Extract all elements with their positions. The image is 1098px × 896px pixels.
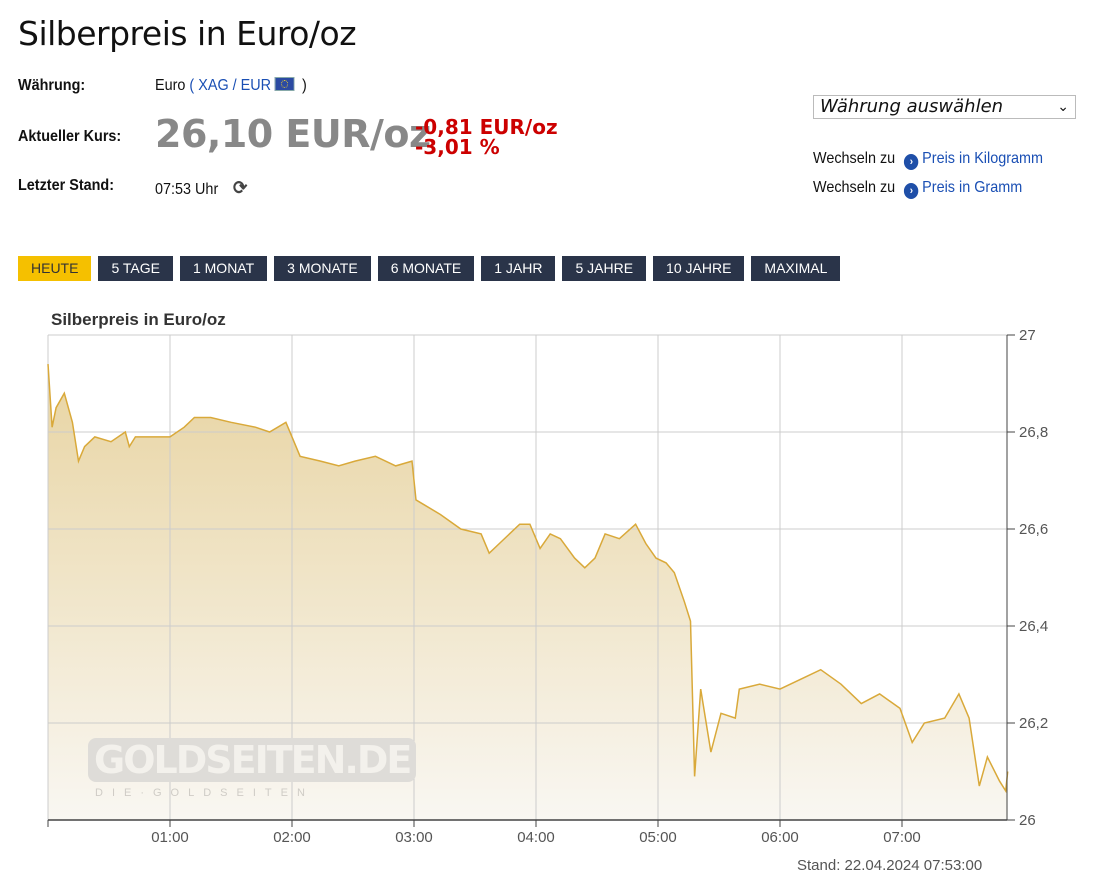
- y-tick-label: 26,8: [1019, 424, 1048, 441]
- price-line: [47, 364, 1009, 794]
- tab-5-tage[interactable]: 5 TAGE: [98, 256, 173, 281]
- refresh-icon[interactable]: ⟳: [233, 178, 248, 199]
- price-area: [48, 364, 1008, 820]
- y-tick-label: 26,2: [1019, 715, 1048, 732]
- x-tick-label: 01:00: [151, 829, 189, 846]
- eur-link[interactable]: EUR: [240, 77, 272, 94]
- x-tick-label: 05:00: [639, 829, 677, 846]
- change-absolute: -0,81 EUR/oz: [415, 115, 558, 139]
- currency-value: Euro ( XAG / EUR ): [155, 77, 307, 94]
- xag-link[interactable]: XAG: [198, 77, 229, 94]
- x-tick-label: 03:00: [395, 829, 433, 846]
- current-price: 26,10 EUR/oz: [155, 112, 431, 156]
- goldseiten-tagline: DIE·GOLDSEITEN: [95, 787, 314, 799]
- tab-5-jahre[interactable]: 5 JAHRE: [562, 256, 647, 281]
- updated-value: 07:53 Uhr ⟳: [155, 177, 247, 200]
- chart-title: Silberpreis in Euro/oz: [51, 310, 226, 329]
- x-tick-label: 07:00: [883, 829, 921, 846]
- tab-maximal[interactable]: MAXIMAL: [751, 256, 841, 281]
- x-tick-label: 06:00: [761, 829, 799, 846]
- currency-label: Währung:: [18, 77, 86, 94]
- currency-select-value: Währung auswählen: [820, 96, 1004, 117]
- x-tick-label: 04:00: [517, 829, 555, 846]
- updated-label: Letzter Stand:: [18, 177, 115, 194]
- chart-footer: Stand: 22.04.2024 07:53:00: [797, 857, 983, 874]
- x-tick-label: 02:00: [273, 829, 311, 846]
- switch-prefix: Wechseln zu: [813, 179, 896, 196]
- page-title: Silberpreis in Euro/oz: [18, 14, 357, 53]
- y-tick-label: 26,6: [1019, 521, 1048, 538]
- tab-1-jahr[interactable]: 1 JAHR: [481, 256, 556, 281]
- tab-heute[interactable]: HEUTE: [18, 256, 92, 281]
- updated-time: 07:53 Uhr: [155, 181, 219, 198]
- y-tick-label: 27: [1019, 327, 1036, 344]
- eu-flag-icon: [274, 77, 295, 91]
- currency-select[interactable]: Währung auswählen ⌄: [813, 95, 1076, 119]
- tab-3-monate[interactable]: 3 MONATE: [274, 256, 371, 281]
- chevron-down-icon: ⌄: [1057, 99, 1069, 115]
- goldseiten-logo: GOLDSEITEN.DE: [88, 738, 417, 782]
- price-kilogram-link[interactable]: Preis in Kilogramm: [922, 150, 1044, 167]
- switch-prefix: Wechseln zu: [813, 150, 896, 167]
- tab-1-monat[interactable]: 1 MONAT: [179, 256, 268, 281]
- price-gram-link[interactable]: Preis in Gramm: [922, 179, 1023, 196]
- switch-kilogram: Wechseln zu › Preis in Kilogramm: [813, 150, 1043, 170]
- tab-6-monate[interactable]: 6 MONATE: [377, 256, 475, 281]
- price-label: Aktueller Kurs:: [18, 128, 122, 145]
- chevron-right-icon: ›: [904, 183, 919, 199]
- range-tabs: HEUTE 5 TAGE 1 MONAT 3 MONATE 6 MONATE 1…: [18, 256, 841, 281]
- change-percent: -3,01 %: [415, 135, 500, 159]
- switch-gram: Wechseln zu › Preis in Gramm: [813, 179, 1022, 199]
- chevron-right-icon: ›: [904, 154, 919, 170]
- tab-10-jahre[interactable]: 10 JAHRE: [653, 256, 745, 281]
- currency-name: Euro: [155, 77, 186, 94]
- y-tick-label: 26: [1019, 812, 1036, 829]
- y-tick-label: 26,4: [1019, 618, 1048, 635]
